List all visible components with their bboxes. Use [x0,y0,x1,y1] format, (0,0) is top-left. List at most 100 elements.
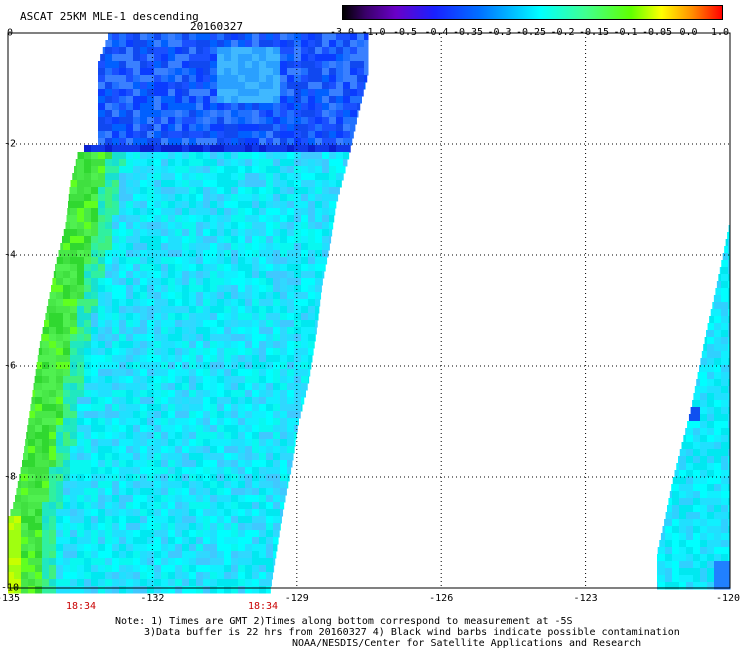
swath-cell [133,586,141,594]
swath-cell [140,89,148,97]
swath-cell [175,47,183,55]
swath-cell [721,540,729,548]
swath-cell [266,124,274,132]
swath-cell [98,474,106,482]
swath-cell [336,110,344,118]
swath-cell [189,509,197,517]
swath-cell [231,439,239,447]
swath-cell [266,103,274,111]
swath-cell [280,292,288,300]
swath-cell [133,432,141,440]
swath-cell [203,355,211,363]
swath-cell [119,397,127,405]
swath-cell [266,474,274,482]
swath-cell [217,180,225,188]
swath-cell [168,250,176,258]
swath-cell [259,586,267,594]
swath-cell [301,397,305,405]
swath-cell [196,61,204,69]
swath-cell [245,411,253,419]
swath-cell [140,68,148,76]
swath-cell [126,502,134,510]
swath-cell [245,33,253,41]
swath-cell [231,516,239,524]
swath-cell [154,201,162,209]
swath-cell [252,250,260,258]
swath-cell [301,271,309,279]
swath-cell [707,428,715,436]
swath-cell [126,229,134,237]
swath-cell [308,33,316,41]
swath-cell [70,292,78,300]
swath-cell [182,313,190,321]
swath-cell [231,173,239,181]
swath-cell [154,229,162,237]
swath-cell [259,208,267,216]
swath-cell [322,201,330,209]
swath-cell [728,428,731,436]
swath-cell [273,215,281,223]
swath-cell [175,117,183,125]
swath-cell [322,131,330,139]
swath-cell [140,502,148,510]
swath-cell [175,96,183,104]
swath-cell [182,292,190,300]
swath-cell [672,554,680,562]
swath-cell [658,561,666,569]
swath-cell [210,96,218,104]
swath-cell [308,117,316,125]
swath-cell [119,68,127,76]
swath-cell [161,82,169,90]
swath-cell [245,481,253,489]
swath-cell [154,145,162,153]
swath-cell [189,334,197,342]
swath-cell [329,124,337,132]
swath-cell [357,103,361,111]
swath-cell [245,201,253,209]
swath-cell [238,285,246,293]
swath-cell [182,264,190,272]
swath-cell [301,278,309,286]
swath-cell [91,565,99,573]
swath-cell [224,383,232,391]
swath-cell [175,61,183,69]
swath-cell [154,47,162,55]
swath-cell [259,264,267,272]
swath-cell [301,96,309,104]
swath-cell [217,558,225,566]
swath-cell [112,145,120,153]
swath-cell [154,278,162,286]
swath-cell [98,579,106,587]
swath-cell [126,544,134,552]
swath-cell [35,446,43,454]
swath-cell [210,40,218,48]
swath-cell [217,236,225,244]
swath-cell [224,257,232,265]
swath-cell [203,173,211,181]
swath-cell [100,54,108,62]
swath-cell [259,355,267,363]
swath-cell [315,285,322,293]
swath-cell [245,54,253,62]
swath-cell [189,208,197,216]
lon-label: -126 [429,593,454,604]
swath-cell [707,414,715,422]
swath-cell [189,397,197,405]
swath-cell [252,299,260,307]
swath-cell [161,33,169,41]
swath-cell [140,565,148,573]
swath-cell [63,362,71,370]
swath-cell [56,397,64,405]
swath-cell [245,544,253,552]
swath-cell [308,61,316,69]
swath-cell [154,467,162,475]
swath-cell [133,222,141,230]
swath-cell [259,201,267,209]
swath-cell [140,187,148,195]
swath-cell [196,54,204,62]
swath-cell [259,250,267,258]
swath-cell [203,565,211,573]
swath-cell [147,313,155,321]
swath-cell [154,159,162,167]
swath-cell [224,404,232,412]
